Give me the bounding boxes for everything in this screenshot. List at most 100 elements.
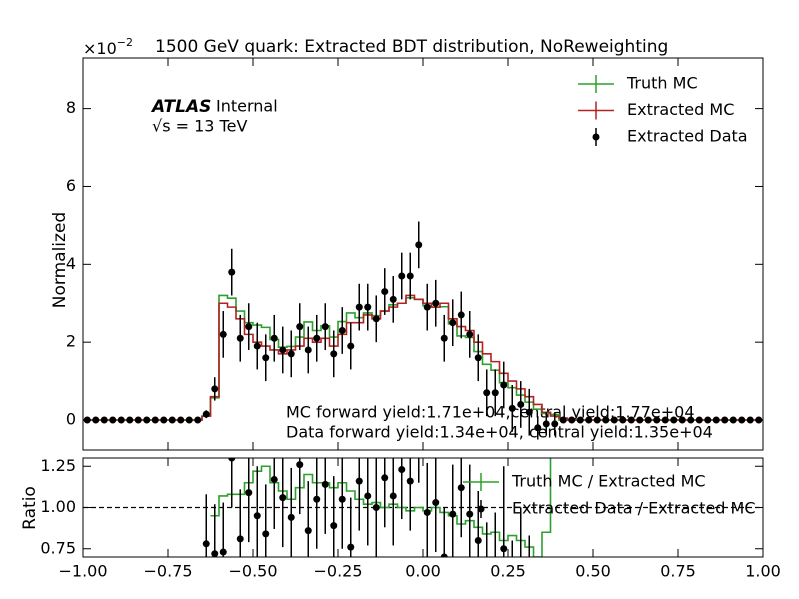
x-tick-label: 0.25: [490, 562, 526, 581]
data-point: [109, 416, 117, 424]
data-point: [228, 268, 236, 276]
data-point: [568, 416, 576, 424]
data-point: [398, 466, 406, 474]
data-point: [296, 323, 304, 331]
data-point: [670, 416, 678, 424]
data-point: [432, 299, 440, 307]
data-point: [585, 416, 593, 424]
data-point: [279, 346, 287, 354]
data-point: [321, 323, 329, 331]
legend-label: Extracted Data / Extracted MC: [512, 499, 756, 518]
data-point: [219, 548, 227, 556]
data-point: [92, 416, 100, 424]
data-point: [270, 475, 278, 483]
data-point: [355, 303, 363, 311]
step-line: [83, 294, 763, 421]
data-point: [126, 416, 134, 424]
data-point: [355, 477, 363, 485]
data-point: [593, 416, 601, 424]
x-tick-label: 1.00: [745, 562, 781, 581]
data-point: [449, 510, 457, 518]
data-point: [636, 416, 644, 424]
data-point: [304, 527, 312, 535]
data-point: [236, 535, 244, 543]
y-tick-label: 2: [66, 332, 76, 351]
data-point: [602, 416, 610, 424]
data-point: [364, 492, 372, 500]
y-tick-label: 1.00: [40, 497, 76, 516]
data-point: [287, 350, 295, 358]
data-point: [661, 416, 669, 424]
data-point: [406, 272, 414, 280]
data-point: [313, 495, 321, 503]
status-label: Internal: [216, 97, 278, 116]
data-point: [491, 389, 499, 397]
data-point: [245, 489, 253, 497]
data-point: [492, 591, 499, 598]
data-point: [474, 537, 482, 544]
y-axis-label: Normalized: [50, 212, 70, 308]
data-point: [330, 350, 338, 358]
data-point: [466, 330, 474, 338]
axis-offset: ×10−2: [83, 36, 133, 58]
data-point: [134, 416, 142, 424]
legend-label: Extracted Data: [627, 127, 748, 146]
data-point: [100, 416, 108, 424]
x-tick-label: −1.00: [58, 562, 107, 581]
plot-frame: [82, 57, 764, 451]
data-point: [610, 416, 618, 424]
data-point: [253, 512, 261, 520]
data-point: [534, 424, 542, 432]
chart-title: 1500 GeV quark: Extracted BDT distributi…: [155, 37, 668, 57]
data-point: [177, 416, 185, 424]
data-point: [117, 416, 125, 424]
data-point: [704, 416, 712, 424]
data-point: [423, 508, 431, 516]
data-point: [474, 354, 482, 362]
data-point: [687, 416, 695, 424]
data-point: [406, 477, 414, 485]
data-point: [738, 416, 746, 424]
data-point: [381, 288, 389, 296]
data-point: [381, 474, 389, 482]
data-point: [372, 504, 380, 511]
data-point: [330, 522, 338, 530]
legend-label: Truth MC / Extracted MC: [511, 472, 706, 491]
plot-frame: [82, 457, 764, 558]
data-point: [576, 416, 584, 424]
energy-label: √s = 13 TeV: [152, 117, 247, 136]
data-point: [304, 346, 312, 354]
data-point: [262, 354, 270, 362]
data-point: [551, 420, 559, 428]
data-point: [160, 416, 168, 424]
step-line: [210, 458, 552, 557]
data-point: [347, 543, 355, 551]
data-point: [398, 272, 406, 280]
data-point: [151, 416, 159, 424]
data-point: [364, 303, 372, 311]
x-tick-label: −0.75: [143, 562, 192, 581]
data-point: [729, 416, 737, 424]
y-tick-label: 0.75: [40, 538, 76, 557]
data-point: [517, 587, 524, 594]
data-point: [287, 513, 295, 521]
y-tick-label: 0: [66, 410, 76, 429]
y-tick-label: 6: [66, 176, 76, 195]
data-point: [440, 334, 448, 342]
x-tick-label: 0.75: [660, 562, 696, 581]
y-tick-label: 4: [66, 254, 76, 273]
data-point: [415, 241, 423, 249]
y-tick-label: 1.25: [40, 456, 76, 475]
data-point: [712, 416, 720, 424]
data-point: [313, 334, 321, 342]
data-point: [653, 416, 661, 424]
data-point: [202, 540, 210, 548]
data-point: [321, 480, 329, 488]
data-point: [211, 550, 219, 557]
plot-area: [83, 458, 763, 598]
data-point: [219, 330, 227, 338]
experiment-label: ATLAS: [150, 97, 211, 117]
data-point: [185, 416, 193, 424]
data-point: [236, 334, 244, 342]
